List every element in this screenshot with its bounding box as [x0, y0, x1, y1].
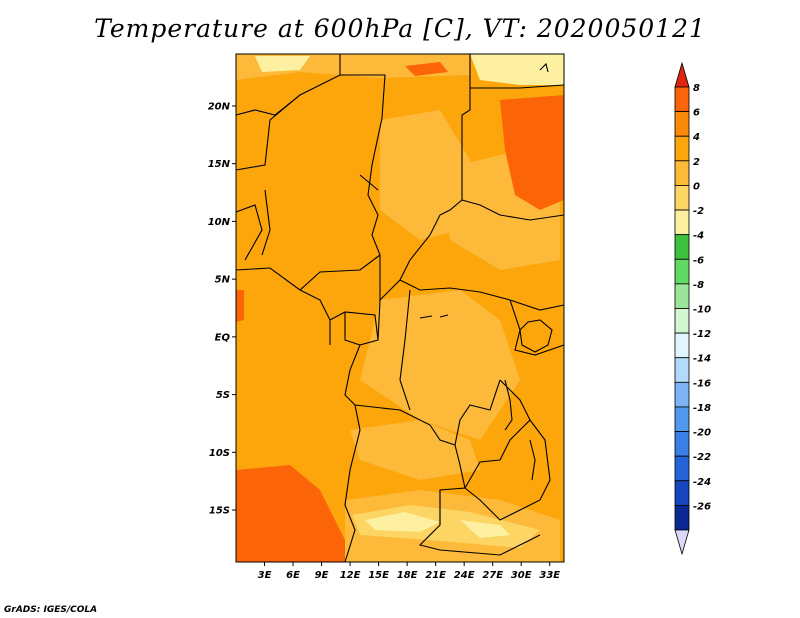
border-mozambique [464, 419, 551, 521]
lon-tick-label: 9E [315, 570, 329, 581]
lon-tick-label: 33E [539, 570, 560, 581]
colorbar-label: -2 [693, 206, 704, 217]
colorbar-label: -6 [693, 255, 704, 266]
lat-tick-label: 15S [209, 506, 230, 517]
lat-tick-label: EQ [215, 332, 231, 343]
lon-tick-label: 30E [511, 570, 532, 581]
border-tanzania-zambia [464, 379, 531, 489]
colorbar-swatch [674, 455, 690, 482]
warm-patch-north [405, 62, 448, 76]
colorbar-label: -16 [693, 378, 711, 389]
colorbar-swatch [674, 381, 690, 408]
axis-ticks: 3E 6E 9E 12E 15E 18E 21E 24E 27E 30E 33E 20N 15N 10N 5… [208, 101, 561, 581]
coastal-feature [539, 62, 549, 73]
map-title: Temperature at 600hPa [C], VT: 202005012… [94, 14, 706, 43]
colorbar-label: -14 [693, 354, 711, 365]
lake-victoria [519, 319, 553, 353]
border-dr-congo-east [454, 379, 501, 446]
cool-patch-south-core [365, 512, 440, 532]
lon-tick-label: 18E [397, 570, 418, 581]
warm-patch-atlantic-south [236, 465, 345, 562]
colorbar-swatch [674, 431, 690, 457]
colorbar-label: -24 [693, 477, 711, 488]
lat-tick-label: 10S [209, 448, 230, 459]
colorbar-swatch [674, 283, 690, 309]
colorbar-swatch [674, 209, 690, 236]
cool-patch-south-core-2 [460, 520, 510, 538]
colorbar-swatch [674, 308, 690, 334]
colorbar-label: 0 [693, 181, 700, 192]
colorbar-swatch [674, 86, 690, 113]
border-uganda [509, 299, 565, 356]
lat-tick-label: 5N [215, 275, 231, 286]
grads-credit: GrADS: IGES/COLA [4, 605, 98, 615]
lat-tick-label: 5S [216, 390, 230, 401]
lon-tick-label: 24E [454, 570, 475, 581]
lake-tanganyika [504, 379, 513, 431]
lon-tick-label: 21E [425, 570, 446, 581]
lon-tick-label: 12E [340, 570, 361, 581]
lon-tick-label: 15E [368, 570, 389, 581]
border-angola-coast [344, 404, 361, 563]
colorbar-swatch [674, 357, 690, 383]
border-sahel [235, 54, 471, 302]
border-ghana [261, 189, 271, 256]
border-sudan [461, 199, 565, 221]
colorbar-label: -18 [693, 403, 711, 414]
lon-tick-label: 6E [286, 570, 300, 581]
border-lake-chad [359, 174, 379, 191]
colorbar-swatch [674, 406, 690, 432]
border-central-africa [299, 289, 541, 556]
colorbar-top-arrow [674, 61, 690, 88]
border-guinea [235, 204, 263, 261]
colorbar-swatch [674, 111, 690, 137]
colorbar-label: -26 [693, 501, 711, 512]
warm-patch-west-edge [236, 290, 244, 322]
country-borders [235, 54, 565, 563]
border-car-sudan [399, 279, 565, 311]
colorbar-label: 6 [693, 108, 700, 119]
colorbar-bottom-arrow [674, 529, 690, 556]
cool-patch-congo [360, 290, 520, 440]
border-west-sahara [235, 54, 341, 116]
map-frame [235, 53, 565, 563]
river-congo [419, 314, 449, 319]
colorbar-swatch [674, 185, 690, 211]
cool-patch-northeast [470, 54, 564, 85]
colorbar-label: -8 [693, 280, 704, 291]
colorbar-label: -20 [693, 428, 711, 439]
lat-tick-label: 20N [208, 101, 231, 112]
cool-patch-north-core [255, 56, 310, 72]
colorbar-label: 2 [693, 157, 700, 168]
lon-tick-label: 3E [258, 570, 272, 581]
warm-patch-sudan-east [500, 95, 564, 210]
colorbar-swatch [674, 160, 690, 186]
lake-malawi [529, 439, 536, 481]
colorbar-swatch [674, 332, 690, 359]
colorbar-swatch [674, 135, 690, 162]
colorbar-label: -4 [693, 231, 704, 242]
colorbar-label: -22 [693, 452, 711, 463]
border-west-africa-coast [235, 254, 381, 291]
border-gabon [329, 312, 361, 346]
colorbar-label: -10 [693, 305, 711, 316]
border-egypt [470, 84, 565, 89]
colorbar-label: -12 [693, 329, 711, 340]
water-bodies [419, 62, 553, 481]
colorbar: 8 6 4 2 0 -2 -4 -6 -8 -10 -12 -14 -16 -18 -20 -22 -24 -26 [674, 61, 711, 556]
cool-patch-angola [350, 420, 480, 480]
colorbar-swatch [674, 258, 690, 285]
lat-tick-label: 10N [208, 217, 231, 228]
colorbar-swatch [674, 504, 690, 531]
colorbar-swatch [674, 234, 690, 260]
lon-tick-label: 27E [482, 570, 503, 581]
colorbar-swatch [674, 480, 690, 506]
lat-tick-label: 15N [208, 159, 231, 170]
temperature-field [236, 54, 564, 562]
colorbar-label: 4 [692, 132, 700, 143]
border-congo [377, 289, 411, 411]
colorbar-label: 8 [693, 83, 700, 94]
